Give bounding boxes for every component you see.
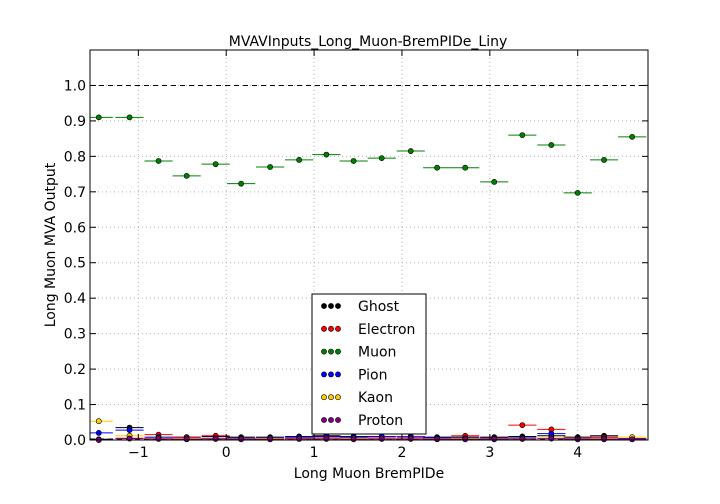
legend-entry: Kaon (321, 390, 393, 406)
legend-marker (328, 325, 334, 332)
legend-marker (328, 303, 334, 309)
data-point (350, 436, 357, 443)
data-point (95, 430, 102, 436)
data-point (183, 436, 190, 443)
data-point (238, 436, 245, 443)
legend-marker (335, 417, 341, 423)
data-point (267, 436, 274, 443)
y-tick-label: 0.2 (64, 362, 86, 378)
data-point (323, 436, 330, 442)
y-tick-label: 0.9 (64, 114, 86, 130)
legend-marker (328, 371, 334, 378)
x-tick-label: −1 (128, 445, 149, 461)
data-point (434, 436, 441, 443)
data-point (212, 161, 219, 168)
data-point (462, 436, 469, 443)
legend-marker (328, 394, 334, 401)
y-tick-label: 0.0 (64, 433, 86, 449)
data-point (491, 178, 498, 185)
legend-marker (335, 303, 341, 309)
y-axis-label: Long Muon MVA Output (43, 162, 59, 327)
legend-entry: Ghost (321, 299, 400, 315)
y-tick-label: 0.1 (64, 398, 86, 414)
legend-marker (321, 325, 327, 332)
data-point (519, 132, 526, 138)
data-point (183, 172, 190, 179)
data-point (601, 436, 607, 443)
data-point (296, 436, 303, 442)
legend-entry: Muon (321, 345, 396, 361)
x-tick-label: 4 (573, 445, 582, 461)
y-tick-label: 0.8 (64, 149, 86, 165)
data-point (126, 114, 133, 121)
data-point (238, 180, 245, 187)
legend-marker (335, 371, 341, 378)
legend-label: Pion (358, 367, 387, 383)
legend-marker (328, 417, 334, 423)
legend-marker (335, 325, 341, 332)
data-point (212, 436, 219, 442)
data-point (296, 157, 303, 163)
legend-label: Muon (358, 345, 396, 361)
legend-entry: Proton (321, 413, 403, 429)
chart-title: MVAVInputs_Long_Muon-BremPIDe_Liny (229, 34, 508, 50)
data-point (95, 114, 102, 121)
data-point (155, 436, 162, 442)
legend-marker (321, 348, 327, 355)
legend-marker (328, 348, 334, 355)
x-tick-label: 0 (222, 445, 231, 461)
legend-marker (335, 348, 341, 355)
legend: Ghost Electron Muon Pion Kaon Proton (311, 293, 427, 435)
legend-marker (321, 417, 327, 423)
y-tick-label: 0.6 (64, 220, 86, 236)
data-point (491, 436, 498, 443)
legend-label: Proton (358, 413, 403, 429)
x-tick-label: 3 (485, 445, 494, 461)
series-muon (90, 114, 647, 196)
legend-marker (321, 303, 327, 309)
data-point (629, 133, 636, 140)
data-point (519, 436, 526, 442)
legend-entry: Pion (321, 367, 387, 383)
legend-box (311, 293, 427, 435)
ticks: −1 0 1 2 3 4 0.0 0.1 0.2 0.3 0.4 0.5 0.6 0.7 0.8 0.9 1.0 (64, 50, 648, 461)
data-point (95, 418, 102, 425)
legend-entry: Electron (321, 322, 415, 338)
legend-marker (335, 394, 341, 401)
data-point (548, 142, 555, 148)
y-tick-label: 0.4 (64, 291, 86, 307)
data-point (407, 436, 414, 442)
series-proton (90, 435, 647, 443)
data-point (574, 189, 581, 196)
data-point (378, 436, 385, 442)
data-point (519, 422, 526, 429)
legend-label: Electron (358, 322, 415, 338)
data-point (629, 436, 636, 443)
data-point (407, 148, 414, 154)
data-point (267, 164, 274, 170)
y-tick-label: 0.5 (64, 256, 86, 272)
data-point (462, 164, 469, 171)
data-point (323, 151, 330, 158)
y-tick-label: 1.0 (64, 78, 86, 94)
legend-marker (321, 371, 327, 378)
x-tick-label: 2 (397, 445, 406, 461)
legend-label: Ghost (358, 299, 400, 315)
data-point (434, 164, 441, 171)
data-point (601, 157, 607, 163)
data-point (126, 427, 133, 433)
x-tick-label: 1 (310, 445, 319, 461)
data-point (378, 155, 385, 162)
x-axis-label: Long Muon BremPIDe (294, 466, 444, 482)
y-tick-label: 0.3 (64, 327, 86, 343)
data-point (155, 158, 162, 164)
plot-frame (89, 49, 649, 441)
legend-label: Kaon (358, 390, 393, 406)
data-point (350, 158, 357, 164)
y-tick-label: 0.7 (64, 185, 86, 201)
legend-marker (321, 394, 327, 401)
